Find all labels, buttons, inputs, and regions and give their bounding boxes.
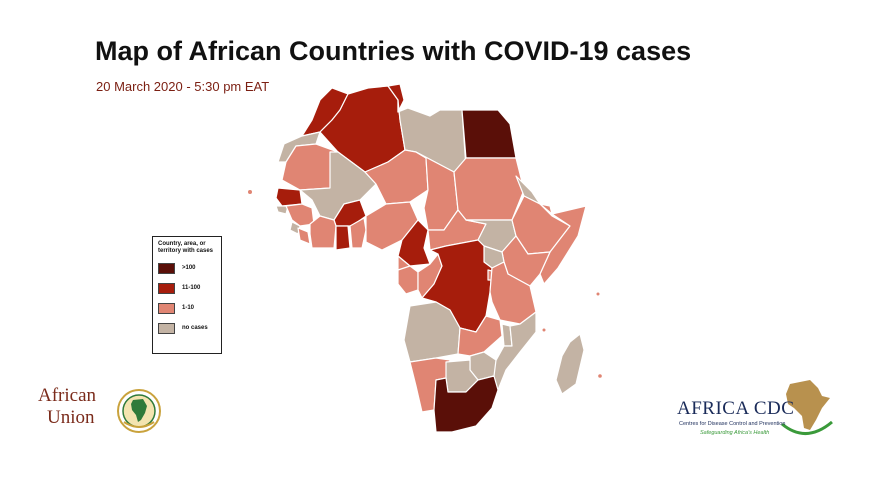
country-togo-benin[interactable] bbox=[349, 217, 367, 249]
africa-cdc-subtitle: Centres for Disease Control and Preventi… bbox=[679, 421, 786, 427]
legend-item-gt100: >100 bbox=[158, 261, 216, 275]
legend-label: >100 bbox=[182, 265, 196, 271]
country-zambia[interactable] bbox=[457, 315, 503, 357]
country-cote-divoire[interactable] bbox=[309, 215, 337, 249]
country-sudan[interactable] bbox=[453, 157, 525, 221]
au-line1: African bbox=[38, 385, 97, 406]
african-union-logo: African Union bbox=[38, 385, 168, 441]
map-title: Map of African Countries with COVID-19 c… bbox=[95, 36, 692, 66]
map-legend: Country, area, or territory with cases >… bbox=[152, 236, 222, 354]
legend-item-no-cases: no cases bbox=[158, 321, 216, 335]
legend-label: no cases bbox=[182, 325, 208, 331]
africa-cdc-logo: AFRICA CDC Centres for Disease Control a… bbox=[672, 378, 842, 444]
country-guinea[interactable] bbox=[285, 203, 315, 227]
map-subtitle: 20 March 2020 - 5:30 pm EAT bbox=[96, 79, 270, 94]
legend-swatch bbox=[158, 282, 175, 294]
legend-swatch bbox=[158, 322, 175, 334]
au-line2: Union bbox=[47, 407, 95, 428]
country-somalia[interactable] bbox=[539, 205, 587, 285]
africa-map bbox=[248, 83, 602, 433]
country-djibouti[interactable] bbox=[539, 203, 553, 215]
country-mozambique[interactable] bbox=[489, 311, 537, 391]
legend-item-11-100: 11-100 bbox=[158, 281, 216, 295]
legend-swatch bbox=[158, 262, 175, 274]
country-south-africa[interactable] bbox=[433, 375, 499, 433]
legend-title: Country, area, or territory with cases bbox=[158, 241, 216, 255]
country-ghana[interactable] bbox=[335, 225, 351, 251]
country-madagascar[interactable] bbox=[555, 333, 585, 395]
island-comoros bbox=[542, 328, 546, 332]
africa-cdc-tagline: Safeguarding Africa's Health bbox=[700, 430, 770, 436]
legend-item-1-10: 1-10 bbox=[158, 301, 216, 315]
country-guinea-bissau[interactable] bbox=[275, 205, 289, 215]
country-liberia[interactable] bbox=[297, 227, 311, 245]
country-tunisia[interactable] bbox=[387, 83, 405, 113]
legend-title-line1: Country, area, or bbox=[158, 241, 206, 247]
legend-label: 1-10 bbox=[182, 305, 195, 311]
african-union-emblem-icon bbox=[117, 389, 161, 433]
country-egypt[interactable] bbox=[461, 109, 517, 159]
country-senegal[interactable] bbox=[275, 187, 303, 207]
country-gabon[interactable] bbox=[397, 265, 419, 295]
island-seychelles bbox=[596, 292, 600, 296]
country-sierra-leone[interactable] bbox=[289, 221, 301, 235]
africa-cdc-emblem-icon bbox=[781, 380, 833, 435]
legend-label: 11-100 bbox=[182, 285, 201, 291]
africa-cdc-name: AFRICA CDC bbox=[677, 398, 795, 419]
island-cabo-verde bbox=[248, 190, 252, 194]
legend-swatch bbox=[158, 302, 175, 314]
island-mauritius bbox=[598, 374, 602, 378]
legend-title-line2: territory with cases bbox=[158, 248, 214, 254]
african-union-wordmark: African Union bbox=[38, 385, 96, 429]
